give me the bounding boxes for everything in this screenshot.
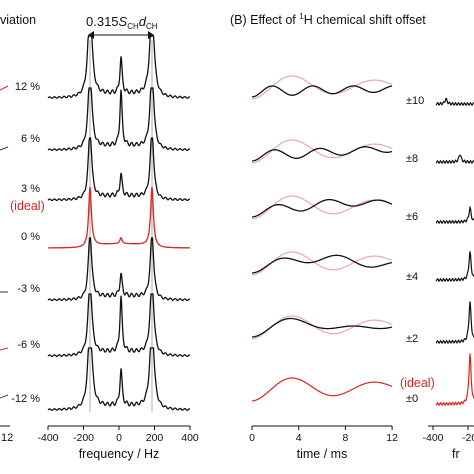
deviation-labels: 12 % 6 % 3 % 0 % -3 % -6 % -12 % bbox=[11, 81, 40, 405]
spectrum-trace bbox=[47, 237, 190, 302]
deviation-label: 3 % bbox=[21, 183, 40, 195]
offset-label: ±10 bbox=[406, 95, 424, 107]
ideal-fid-ghost bbox=[251, 251, 393, 276]
x-tick-label: -200 bbox=[73, 432, 94, 444]
right-spectrum-trace bbox=[435, 301, 474, 345]
x-tick-label: 0 bbox=[116, 432, 122, 444]
offset-label: ±0 bbox=[406, 393, 418, 405]
x-tick-label: 400 bbox=[181, 432, 199, 444]
spectrum-trace bbox=[47, 293, 190, 358]
right-spectrum-trace bbox=[435, 97, 474, 107]
spectrum-trace bbox=[48, 186, 190, 249]
offset-label: ±2 bbox=[406, 333, 418, 345]
spectra-stack bbox=[47, 35, 191, 411]
arrow-head-left bbox=[88, 31, 94, 39]
spectrum-trace bbox=[47, 87, 190, 152]
deviation-label: -6 % bbox=[17, 339, 40, 351]
spectrum-trace bbox=[47, 137, 190, 202]
right-x-axis: -400 -20 fr bbox=[422, 425, 474, 461]
offset-labels: ±10 ±8 ±6 ±4 ±2 ±0 bbox=[406, 95, 424, 405]
fid-stack bbox=[251, 75, 393, 402]
deviation-label: -12 % bbox=[11, 393, 40, 405]
linewidth-annotation: 0.315SCHdCH bbox=[86, 14, 158, 39]
right-tick-label: -400 bbox=[422, 432, 443, 444]
panel-a-x-axis: -400 -200 0 200 400 frequency / Hz bbox=[37, 425, 199, 461]
time-axis-label: time / ms bbox=[297, 447, 348, 461]
left-edge-fragments: 12 bbox=[0, 85, 13, 444]
time-tick-label: 12 bbox=[386, 432, 398, 444]
ideal-label-b: (ideal) bbox=[400, 376, 435, 390]
panel-b-x-axis: 0 4 8 12 time / ms bbox=[249, 425, 398, 461]
left-fragment bbox=[0, 146, 9, 151]
time-tick-label: 8 bbox=[342, 432, 348, 444]
panel-b-title: (B) Effect of 1H chemical shift offset bbox=[230, 12, 426, 27]
ideal-fid-trace bbox=[251, 377, 393, 402]
right-spectrum-trace bbox=[435, 251, 474, 283]
time-tick-label: 0 bbox=[249, 432, 255, 444]
left-fragment bbox=[0, 347, 9, 351]
left-fragment bbox=[0, 394, 9, 399]
right-spectrum-trace bbox=[435, 154, 474, 165]
offset-label: ±8 bbox=[406, 153, 418, 165]
x-axis-label: frequency / Hz bbox=[79, 447, 160, 461]
right-axis-label: fr bbox=[452, 447, 460, 461]
offset-fid-trace bbox=[251, 146, 393, 162]
right-spectrum-trace bbox=[435, 353, 474, 407]
offset-label: ±4 bbox=[406, 271, 418, 283]
ideal-fid-ghost bbox=[251, 139, 393, 164]
spectrum-trace bbox=[47, 347, 190, 411]
right-spectra-fragments bbox=[435, 97, 474, 407]
panel-a-title: viation bbox=[0, 13, 36, 27]
annotation-label: 0.315SCHdCH bbox=[86, 14, 158, 31]
left-axis-tick-label: 12 bbox=[1, 432, 13, 444]
deviation-label: -3 % bbox=[17, 283, 40, 295]
offset-fid-trace bbox=[251, 85, 393, 98]
ideal-fid-ghost bbox=[251, 195, 393, 220]
ideal-fid-ghost bbox=[251, 75, 393, 100]
offset-label: ±6 bbox=[406, 211, 418, 223]
offset-fid-trace bbox=[251, 198, 393, 218]
x-tick-label: 200 bbox=[146, 432, 164, 444]
left-fragment bbox=[0, 85, 9, 91]
spectrum-trace bbox=[47, 35, 191, 99]
offset-fid-trace bbox=[251, 317, 393, 338]
right-spectrum-trace bbox=[435, 205, 474, 225]
right-tick-label: -20 bbox=[462, 432, 474, 444]
arrow-head-right bbox=[148, 31, 154, 39]
time-tick-label: 4 bbox=[296, 432, 302, 444]
deviation-label: 6 % bbox=[21, 133, 40, 145]
ideal-label-a: (ideal) bbox=[10, 199, 45, 213]
offset-fid-trace bbox=[251, 254, 393, 274]
deviation-label: 12 % bbox=[15, 81, 40, 93]
x-tick-label: -400 bbox=[37, 432, 58, 444]
deviation-label: 0 % bbox=[21, 231, 40, 243]
